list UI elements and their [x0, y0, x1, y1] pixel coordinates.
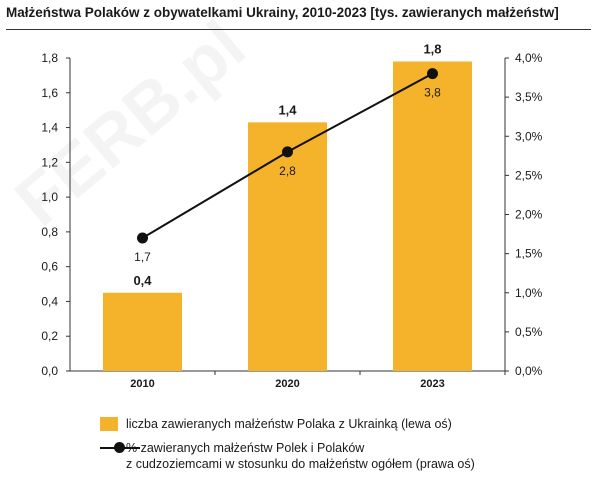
right-tick-label: 2,0%: [515, 208, 543, 222]
left-tick-label: 1,8: [41, 51, 58, 65]
legend-line-label-1: % zawieranych małżeństw Polek i Polaków: [126, 441, 365, 455]
x-tick-label: 2023: [420, 378, 444, 390]
x-tick-label: 2010: [130, 378, 154, 390]
right-tick-label: 4,0%: [515, 51, 543, 65]
right-tick-label: 1,5%: [515, 247, 543, 261]
line-point: [137, 232, 148, 244]
right-tick-label: 0,0%: [515, 364, 543, 378]
right-tick-label: 2,5%: [515, 168, 543, 182]
legend-bar-swatch: [100, 417, 118, 431]
left-tick-label: 1,4: [41, 121, 58, 135]
right-tick-label: 0,5%: [515, 325, 543, 339]
legend-line-label-2: z cudzoziemcami w stosunku do małżeństw …: [126, 457, 475, 471]
left-tick-label: 1,6: [41, 86, 58, 100]
chart-title: Małżeństwa Polaków z obywatelkami Ukrain…: [6, 5, 559, 20]
title-divider: [6, 29, 591, 30]
line-value-label: 1,7: [134, 250, 151, 264]
line-point: [427, 68, 438, 80]
left-tick-label: 0,6: [41, 260, 58, 274]
x-tick-label: 2020: [275, 378, 299, 390]
bar: [248, 122, 327, 371]
bar-value-label: 1,4: [278, 102, 297, 117]
left-tick-label: 0,0: [41, 364, 58, 378]
left-tick-label: 0,4: [41, 294, 58, 308]
chart-area: 0,0 0,2 0,4 0,6 0,8 1,0 1,2 1,4 1,6 1,8 0,0% 0,5% 1,…: [41, 41, 543, 390]
left-tick-label: 0,8: [41, 225, 58, 239]
right-tick-label: 3,0%: [515, 129, 543, 143]
left-tick-label: 0,2: [41, 329, 58, 343]
right-tick-label: 3,5%: [515, 90, 543, 104]
legend-marker-icon: [114, 442, 125, 453]
bar-value-label: 1,8: [423, 41, 441, 56]
right-tick-label: 1,0%: [515, 286, 543, 300]
bar: [103, 292, 182, 371]
legend-bar-label: liczba zawieranych małżeństw Polaka z Uk…: [126, 417, 452, 431]
bar: [393, 61, 472, 371]
bar-value-label: 0,4: [133, 273, 152, 288]
left-tick-label: 1,0: [41, 190, 58, 204]
left-tick-label: 1,2: [41, 155, 58, 169]
line-value-label: 2,8: [279, 164, 296, 178]
line-value-label: 3,8: [424, 86, 441, 100]
line-point: [282, 146, 293, 158]
